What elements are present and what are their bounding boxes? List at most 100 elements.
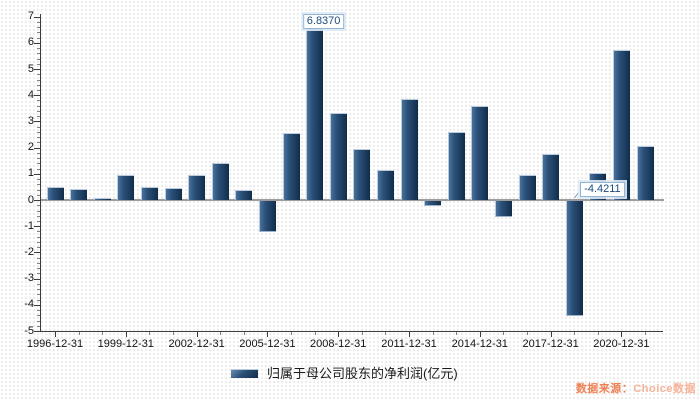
x-minor-tick (173, 332, 174, 335)
x-minor-tick (149, 332, 151, 335)
bar-2008-12-31[interactable] (329, 112, 347, 200)
y-minor-tick (37, 32, 40, 34)
bar-2016-12-31[interactable] (518, 174, 536, 200)
bar-2018-12-31[interactable] (565, 201, 583, 316)
y-tick-label: 7 (27, 10, 34, 23)
y-minor-tick (37, 262, 40, 264)
x-major-tick (338, 332, 340, 337)
bar-2021-12-31[interactable] (636, 146, 654, 200)
x-major-tick (479, 332, 481, 337)
y-major-tick (34, 252, 40, 254)
y-major-tick (34, 173, 40, 175)
y-minor-tick (37, 231, 40, 233)
bar-2000-12-31[interactable] (140, 186, 158, 200)
y-minor-tick (37, 179, 40, 180)
x-minor-tick (243, 332, 245, 335)
y-minor-tick (37, 299, 40, 301)
y-tick-label: -2 (24, 245, 34, 258)
y-minor-tick (37, 37, 40, 39)
bar-2011-12-31[interactable] (400, 99, 418, 200)
y-tick-label: 2 (27, 141, 34, 154)
y-major-tick (34, 304, 40, 306)
y-minor-tick (37, 315, 40, 317)
bar-2015-12-31[interactable] (494, 201, 512, 217)
x-tick-label: 2005-12-31 (239, 338, 296, 350)
y-minor-tick (37, 48, 40, 49)
bar-2001-12-31[interactable] (164, 188, 182, 200)
x-axis-line (40, 331, 663, 332)
bar-2017-12-31[interactable] (542, 153, 560, 200)
y-minor-tick (37, 247, 40, 249)
y-minor-tick (37, 273, 40, 275)
x-minor-tick (291, 332, 292, 335)
bar-2007-12-31[interactable] (306, 20, 324, 200)
y-tick-label: -5 (24, 324, 34, 337)
x-minor-tick (645, 332, 646, 335)
y-minor-tick (37, 241, 40, 243)
bar-2006-12-31[interactable] (282, 132, 300, 200)
y-major-tick (34, 200, 40, 201)
y-minor-tick (37, 53, 40, 55)
bar-2014-12-31[interactable] (471, 106, 489, 200)
zero-axis-line (41, 199, 664, 201)
y-tick-label: 5 (27, 62, 34, 75)
x-tick-label: 2002-12-31 (168, 338, 225, 350)
bar-2020-12-31[interactable] (612, 50, 630, 200)
y-minor-tick (37, 84, 40, 86)
x-tick-label: 2020-12-31 (593, 338, 650, 350)
y-minor-tick (37, 158, 40, 160)
y-minor-tick (37, 236, 40, 238)
bar-2002-12-31[interactable] (188, 175, 206, 200)
y-tick-label: 1 (27, 167, 34, 180)
x-major-tick (621, 332, 623, 337)
y-minor-tick (37, 74, 40, 76)
y-minor-tick (37, 257, 40, 259)
y-minor-tick (37, 63, 40, 65)
x-minor-tick (456, 332, 458, 335)
y-tick-label: -1 (24, 219, 34, 232)
value-callout: 6.8370 (302, 13, 345, 29)
bar-2010-12-31[interactable] (376, 169, 394, 200)
x-tick-label: 2011-12-31 (381, 338, 437, 350)
y-minor-tick (37, 184, 40, 186)
x-minor-tick (597, 332, 599, 335)
y-minor-tick (37, 152, 40, 154)
y-minor-tick (37, 294, 40, 296)
legend: 归属于母公司股东的净利润(亿元) (231, 363, 458, 382)
y-minor-tick (37, 90, 40, 91)
value-callout: -4.4211 (580, 182, 625, 197)
y-minor-tick (37, 194, 40, 196)
x-major-tick (125, 332, 127, 337)
x-minor-tick (574, 332, 576, 335)
x-minor-tick (220, 332, 222, 335)
bar-2012-12-31[interactable] (424, 201, 442, 206)
y-minor-tick (37, 289, 40, 291)
y-tick-label: -4 (24, 298, 34, 311)
y-minor-tick (37, 100, 40, 102)
y-major-tick (34, 331, 40, 332)
bar-2013-12-31[interactable] (447, 131, 465, 200)
y-minor-tick (37, 221, 40, 222)
y-major-tick (34, 16, 40, 18)
y-minor-tick (37, 21, 40, 23)
bar-2005-12-31[interactable] (258, 201, 276, 232)
x-minor-tick (78, 332, 80, 335)
data-source: 数据来源：Choice数据 (576, 380, 696, 396)
bar-1998-12-31[interactable] (93, 198, 111, 200)
y-minor-tick (37, 168, 40, 170)
x-major-tick (267, 332, 269, 337)
bar-1997-12-31[interactable] (70, 189, 88, 200)
y-minor-tick (37, 27, 40, 29)
y-tick-label: 6 (27, 36, 34, 49)
bar-2004-12-31[interactable] (235, 190, 253, 200)
bar-1996-12-31[interactable] (46, 187, 64, 200)
data-source-prefix: 数据来源： (575, 383, 634, 395)
y-minor-tick (37, 163, 40, 165)
y-minor-tick (37, 58, 40, 60)
y-major-tick (34, 42, 40, 44)
bar-1999-12-31[interactable] (117, 174, 135, 200)
y-major-tick (34, 226, 40, 228)
bar-2009-12-31[interactable] (353, 149, 371, 200)
bar-2003-12-31[interactable] (211, 163, 229, 200)
